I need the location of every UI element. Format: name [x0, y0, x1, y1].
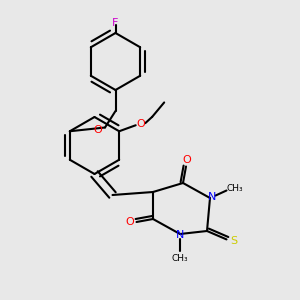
Text: F: F — [112, 17, 119, 28]
Text: O: O — [182, 155, 191, 165]
Text: CH₃: CH₃ — [172, 254, 188, 263]
Text: N: N — [176, 230, 184, 241]
Text: S: S — [230, 236, 238, 246]
Text: N: N — [208, 191, 217, 202]
Text: O: O — [125, 217, 134, 227]
Text: O: O — [93, 125, 102, 135]
Text: O: O — [137, 119, 146, 129]
Text: CH₃: CH₃ — [226, 184, 243, 193]
